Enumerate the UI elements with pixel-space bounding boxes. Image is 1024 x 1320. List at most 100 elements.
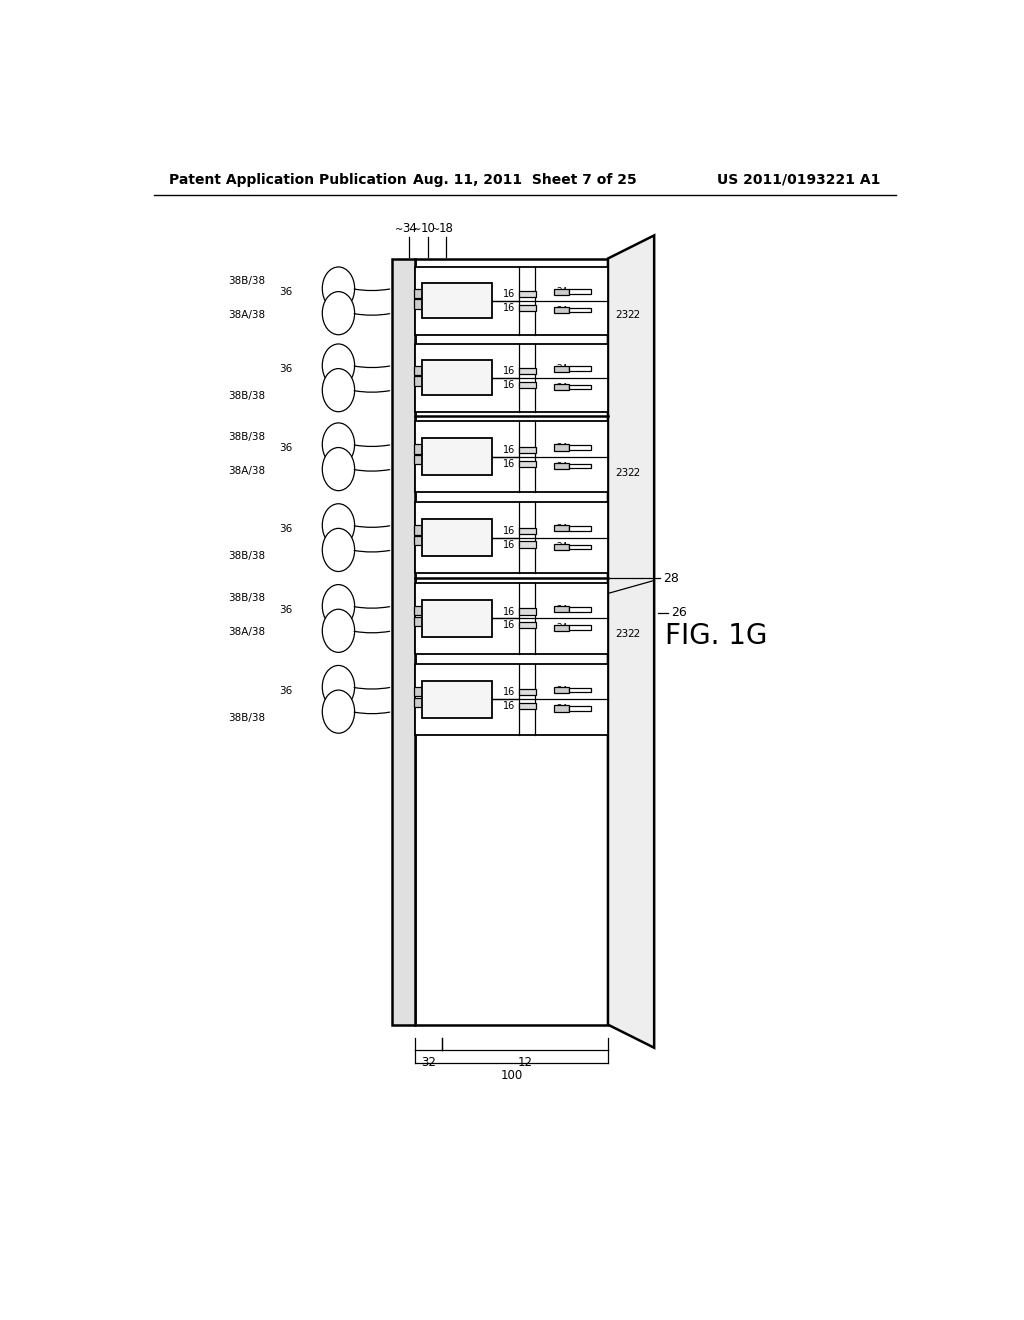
Text: 36: 36: [279, 444, 292, 453]
Bar: [416, 502, 608, 573]
Text: 16: 16: [503, 445, 515, 455]
Bar: [569, 527, 591, 531]
Bar: [518, 461, 536, 467]
Ellipse shape: [323, 528, 354, 572]
Text: 10: 10: [420, 222, 435, 235]
Bar: [416, 583, 608, 653]
Text: 16: 16: [503, 688, 515, 697]
Bar: [554, 445, 569, 450]
Text: 16: 16: [503, 459, 515, 469]
Text: Patent Application Publication: Patent Application Publication: [169, 173, 407, 187]
Text: 24: 24: [556, 623, 567, 632]
Bar: [518, 689, 536, 696]
Ellipse shape: [323, 665, 354, 709]
Bar: [422, 284, 493, 318]
Ellipse shape: [323, 690, 354, 733]
Text: 38A/38: 38A/38: [228, 466, 265, 475]
Text: 20: 20: [450, 533, 464, 543]
Text: 16: 16: [503, 701, 515, 711]
Ellipse shape: [323, 422, 354, 466]
Ellipse shape: [323, 504, 354, 546]
Text: 22: 22: [628, 310, 640, 321]
Text: ~: ~: [432, 226, 440, 235]
Bar: [569, 626, 591, 630]
Text: 38B/38: 38B/38: [228, 432, 265, 442]
Bar: [518, 704, 536, 709]
Bar: [554, 705, 569, 711]
Bar: [569, 308, 591, 313]
Text: 36: 36: [279, 364, 292, 375]
Bar: [569, 706, 591, 711]
Text: 16: 16: [503, 380, 515, 389]
Text: US 2011/0193221 A1: US 2011/0193221 A1: [717, 173, 881, 187]
Bar: [569, 289, 591, 294]
Text: 24: 24: [556, 524, 567, 533]
Text: FIG. 1G: FIG. 1G: [665, 622, 767, 649]
Bar: [422, 519, 493, 556]
Text: 100: 100: [501, 1069, 523, 1082]
Text: 24: 24: [556, 444, 567, 451]
Text: 16: 16: [503, 620, 515, 631]
Bar: [554, 544, 569, 550]
Bar: [416, 267, 608, 335]
Bar: [414, 366, 425, 375]
Bar: [416, 664, 608, 735]
Bar: [569, 545, 591, 549]
Text: 24: 24: [556, 543, 567, 552]
Bar: [518, 528, 536, 533]
Ellipse shape: [323, 585, 354, 628]
Text: 34: 34: [401, 222, 417, 235]
Text: 24: 24: [556, 685, 567, 694]
Text: 16: 16: [503, 525, 515, 536]
Bar: [414, 455, 425, 465]
Text: 36: 36: [279, 605, 292, 615]
Bar: [414, 300, 425, 309]
Text: 12: 12: [518, 1056, 532, 1069]
Bar: [554, 384, 569, 391]
Text: 20: 20: [450, 451, 464, 462]
Bar: [422, 438, 493, 475]
Bar: [518, 381, 536, 388]
Bar: [416, 421, 608, 492]
Bar: [422, 601, 493, 638]
Bar: [569, 607, 591, 611]
Bar: [414, 376, 425, 385]
Bar: [554, 289, 569, 294]
Bar: [414, 445, 425, 454]
Text: 24: 24: [556, 462, 567, 470]
Bar: [422, 360, 493, 396]
Bar: [554, 366, 569, 372]
Ellipse shape: [323, 447, 354, 491]
Bar: [554, 463, 569, 469]
Bar: [554, 624, 569, 631]
Text: 38A/38: 38A/38: [228, 310, 265, 319]
Bar: [554, 308, 569, 313]
Text: 18: 18: [439, 222, 454, 235]
Text: 38A/38: 38A/38: [228, 627, 265, 638]
Text: 20: 20: [450, 694, 464, 705]
Text: 24: 24: [556, 704, 567, 713]
Bar: [554, 686, 569, 693]
Bar: [518, 541, 536, 548]
Text: 24: 24: [556, 605, 567, 614]
Bar: [569, 385, 591, 389]
Text: 32: 32: [422, 1056, 436, 1069]
Text: 16: 16: [503, 366, 515, 376]
Text: 16: 16: [503, 289, 515, 298]
Ellipse shape: [323, 610, 354, 652]
Text: 28: 28: [664, 572, 679, 585]
Bar: [416, 259, 608, 1024]
Text: 24: 24: [556, 306, 567, 314]
Ellipse shape: [323, 292, 354, 335]
Text: 20: 20: [450, 296, 464, 306]
Bar: [414, 536, 425, 545]
Bar: [569, 463, 591, 469]
Text: 38B/38: 38B/38: [228, 391, 265, 401]
Polygon shape: [608, 235, 654, 1048]
Text: 16: 16: [503, 302, 515, 313]
Bar: [414, 616, 425, 626]
Bar: [518, 446, 536, 453]
Bar: [569, 445, 591, 450]
Text: 16: 16: [503, 607, 515, 616]
Text: ~: ~: [414, 226, 422, 235]
